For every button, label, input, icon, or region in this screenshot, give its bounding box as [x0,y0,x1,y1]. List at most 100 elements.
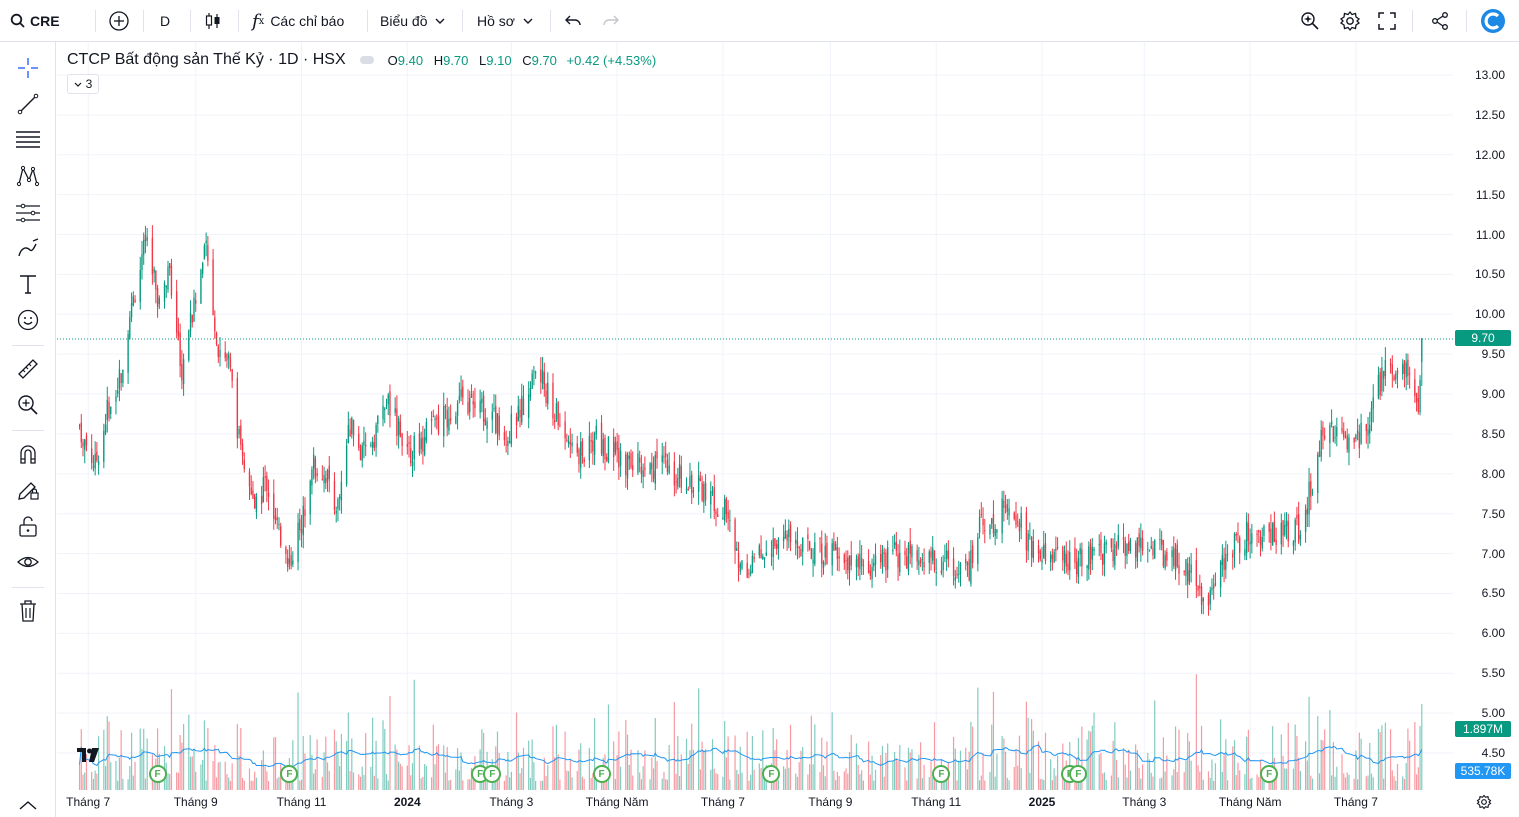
volume-bar [687,764,689,790]
candle-body [704,482,707,501]
time-scale-settings-button[interactable] [1476,794,1492,815]
volume-bar [529,777,532,790]
interval-button[interactable]: D [160,8,170,34]
emoji-tool[interactable] [13,305,43,335]
candle-body [280,526,282,546]
pattern-tool[interactable] [13,161,43,191]
candle-body [833,541,835,551]
event-marker[interactable]: F [148,765,167,783]
divider [1412,10,1413,32]
candle-body [97,461,100,465]
candle-body [567,440,570,444]
app-logo[interactable] [1480,8,1506,34]
volume-bar [590,777,592,790]
compare-symbol-button[interactable] [108,8,130,34]
volume-bar [788,767,790,790]
measure-tool[interactable] [13,354,43,384]
candle-body [1317,454,1319,494]
volume-bar [1287,722,1289,790]
candle-body [1329,425,1331,443]
volume-bar [1249,778,1251,790]
candle-body [217,345,219,358]
volume-bar [122,778,124,790]
candle-body [1088,546,1090,570]
share-button[interactable] [1430,8,1450,34]
candle-body [1263,526,1265,536]
volume-bar [1136,750,1138,790]
divider [367,10,368,32]
volume-bar [309,735,311,790]
volume-bar [812,764,814,790]
candle-body [1102,553,1104,565]
toolbar-scroll-up[interactable] [13,794,43,816]
logo-icon [1480,8,1506,34]
brush-tool[interactable] [13,233,43,263]
candle-body [498,415,500,436]
symbol-search-button[interactable]: CRE [10,8,60,34]
time-scale[interactable]: Tháng 7 Tháng 9 Tháng 11 2024 Tháng 3 Tháng N… [57,790,1453,817]
undo-button[interactable] [564,8,582,34]
fib-tool[interactable] [13,125,43,155]
candle-body [1091,547,1093,560]
text-tool[interactable] [13,269,43,299]
volume-bar [883,776,885,790]
volume-bar [994,776,996,790]
trend-line-tool[interactable] [13,89,43,119]
zoom-tool[interactable] [13,390,43,420]
forecast-tool[interactable] [13,197,43,227]
volume-bar [1292,768,1295,790]
candle-body [96,451,98,461]
quick-search-button[interactable] [1300,8,1320,34]
candlestick-series [78,225,1423,616]
indicators-collapse-button[interactable]: 3 [67,74,99,94]
event-marker[interactable]: F [932,765,951,783]
event-marker[interactable]: F [1069,765,1088,783]
chart-menu-button[interactable]: Biểu đồ [380,8,445,34]
candle-body [1176,544,1178,567]
chart-grid [57,42,1453,790]
lock-all-tool[interactable] [13,511,43,541]
volume-bar [576,770,578,790]
volume-bar [507,751,509,790]
event-marker[interactable]: F [483,765,502,783]
price-scale[interactable]: 13.00 12.50 12.00 11.50 11.00 10.50 10.00 9.50 9… [1453,42,1519,792]
volume-bar [1417,767,1419,790]
candle-body [1355,434,1357,440]
lock-drawing-tool[interactable] [13,475,43,505]
event-marker[interactable]: F [762,765,781,783]
profile-button[interactable]: Hồ sơ [477,8,533,34]
redo-button[interactable] [602,8,620,34]
candle-body [822,562,825,568]
volume-bar [219,761,221,790]
hide-drawings-tool[interactable] [13,547,43,577]
volume-bar [1195,674,1197,790]
event-marker[interactable]: F [1260,765,1279,783]
crosshair-tool[interactable] [13,53,43,83]
candle-body [554,419,556,423]
volume-bar [1317,716,1319,790]
volume-bar [795,773,797,790]
settings-button[interactable] [1339,8,1361,34]
volume-bar [848,752,851,790]
candle-body [989,525,991,535]
volume-bar [1114,722,1116,790]
volume-bar [1154,700,1156,790]
candle-body [534,372,537,374]
volume-bar [920,742,922,790]
candle-body [264,476,266,478]
candle-body [691,474,693,494]
fullscreen-button[interactable] [1378,8,1396,34]
event-marker[interactable]: F [592,765,611,783]
volume-bar [909,752,911,790]
event-marker[interactable]: F [280,765,299,783]
volume-bar [1296,735,1298,790]
magnet-tool[interactable] [13,439,43,469]
remove-drawings-tool[interactable] [13,596,43,626]
chart-type-button[interactable] [203,8,223,34]
symbol-title[interactable]: CTCP Bất động sản Thế Kỷ · 1D · HSX [67,51,346,68]
volume-bar [923,764,925,790]
candle-body [612,436,615,458]
volume-bar [1322,740,1324,790]
